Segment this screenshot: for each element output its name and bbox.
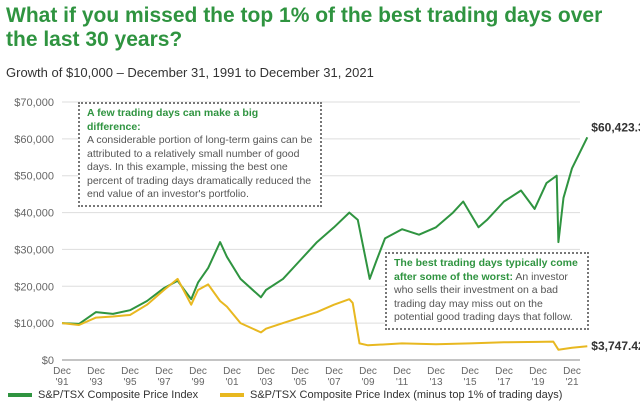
x-tick-label: '13: [429, 377, 442, 388]
x-tick-label: '97: [157, 377, 170, 388]
x-tick-label: Dec: [121, 366, 139, 377]
y-tick-label: $20,000: [14, 281, 54, 293]
x-tick-label: Dec: [53, 366, 71, 377]
x-tick-label: '15: [463, 377, 476, 388]
x-tick-label: Dec: [427, 366, 445, 377]
annotation-best-days: The best trading days typically come aft…: [385, 252, 589, 330]
y-tick-label: $40,000: [14, 208, 54, 220]
x-tick-label: '01: [225, 377, 238, 388]
y-tick-label: $0: [42, 355, 54, 367]
annotation-big-difference: A few trading days can make a big differ…: [78, 102, 322, 207]
x-tick-label: Dec: [87, 366, 105, 377]
legend-item-tsx: S&P/TSX Composite Price Index: [8, 389, 198, 401]
x-tick-label: '21: [565, 377, 578, 388]
chart-subtitle: Growth of $10,000 – December 31, 1991 to…: [6, 65, 374, 80]
legend-swatch: [8, 393, 32, 397]
legend-label: S&P/TSX Composite Price Index: [38, 389, 199, 401]
x-tick-label: Dec: [223, 366, 241, 377]
y-tick-label: $50,000: [14, 171, 54, 183]
x-tick-label: '95: [123, 377, 136, 388]
end-value-label: $60,423.31: [591, 120, 640, 134]
x-tick-label: '05: [293, 377, 306, 388]
x-tick-label: Dec: [155, 366, 173, 377]
x-tick-label: '09: [361, 377, 374, 388]
legend-label: S&P/TSX Composite Price Index (minus top…: [250, 389, 563, 401]
x-tick-label: Dec: [189, 366, 207, 377]
annotation-body: An investor who sells their investment o…: [394, 270, 573, 324]
y-tick-label: $30,000: [14, 244, 54, 256]
x-tick-label: '07: [327, 377, 340, 388]
chart-title: What if you missed the top 1% of the bes…: [6, 4, 603, 51]
x-tick-label: Dec: [495, 366, 513, 377]
x-tick-label: Dec: [325, 366, 343, 377]
x-tick-label: '93: [89, 377, 102, 388]
x-tick-label: '11: [396, 377, 409, 388]
x-tick-label: Dec: [563, 366, 581, 377]
annotation-body: A considerable portion of long-term gain…: [87, 134, 313, 200]
y-tick-label: $10,000: [14, 318, 54, 330]
annotation-heading: A few trading days can make a big differ…: [87, 107, 259, 133]
x-tick-label: '91: [55, 377, 68, 388]
end-value-label: $3,747.42: [591, 339, 640, 353]
x-tick-label: Dec: [393, 366, 411, 377]
x-tick-label: Dec: [257, 366, 275, 377]
series-line-1: [61, 277, 588, 351]
annotation-heading: The best trading days typically come aft…: [394, 257, 578, 283]
x-tick-label: Dec: [359, 366, 377, 377]
x-tick-label: Dec: [461, 366, 479, 377]
y-tick-label: $60,000: [14, 134, 54, 146]
y-tick-label: $70,000: [14, 97, 54, 109]
x-tick-label: '19: [531, 377, 544, 388]
x-tick-label: '99: [191, 377, 204, 388]
legend-item-tsx-minus: S&P/TSX Composite Price Index (minus top…: [220, 389, 562, 401]
x-tick-label: '17: [497, 377, 510, 388]
legend-swatch: [220, 393, 244, 397]
x-tick-label: '03: [259, 377, 272, 388]
x-tick-label: Dec: [529, 366, 547, 377]
x-tick-label: Dec: [291, 366, 309, 377]
